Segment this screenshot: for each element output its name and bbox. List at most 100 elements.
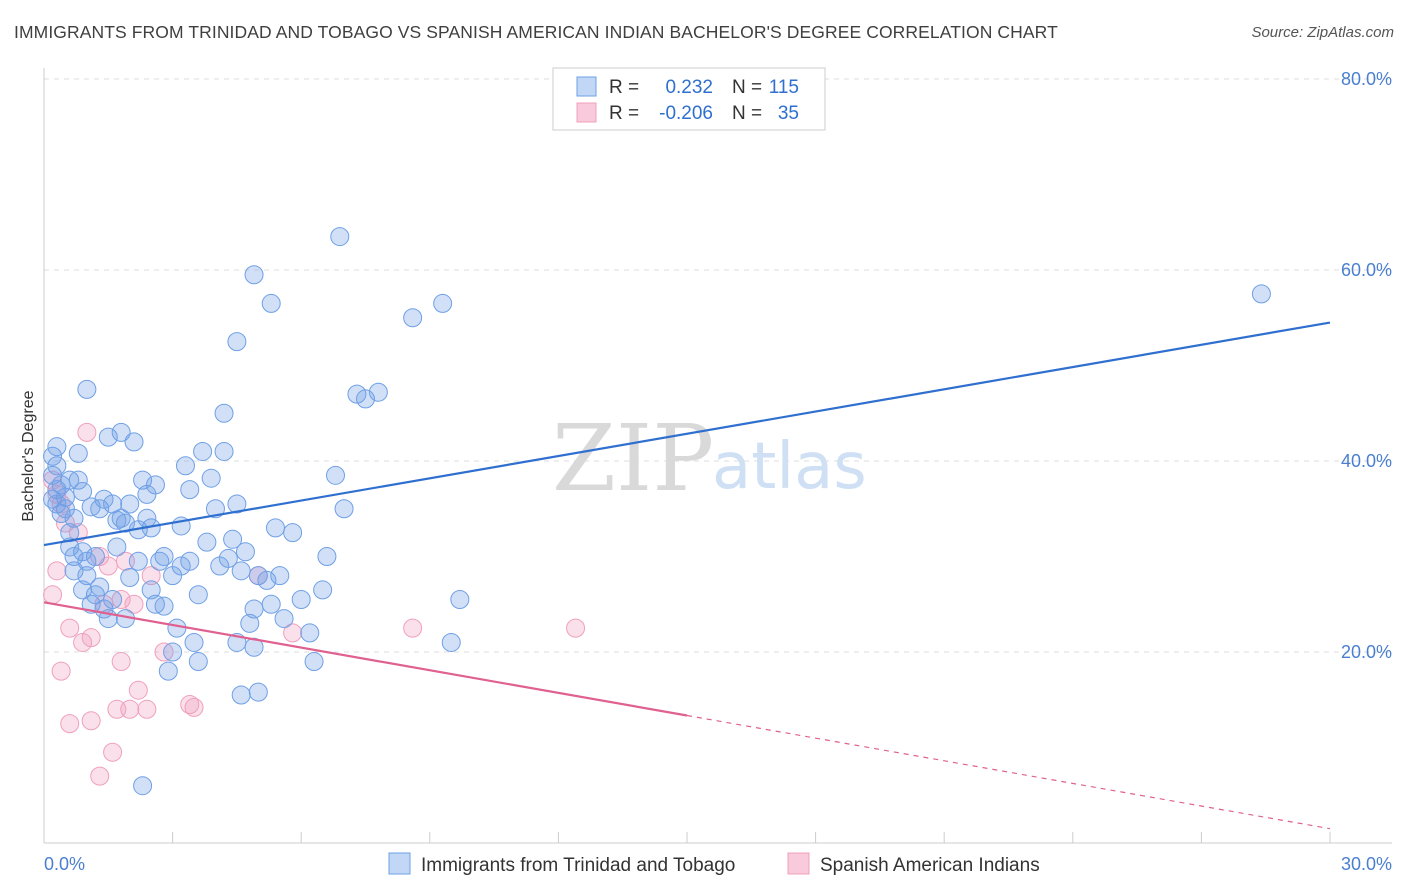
pink-data-point [403, 618, 423, 638]
blue-data-point [180, 480, 200, 500]
blue-data-point [231, 561, 251, 581]
y-tick-label-40: 40.0% [1341, 451, 1392, 471]
pink-data-point [73, 632, 93, 652]
blue-data-point [313, 580, 333, 600]
blue-data-point [111, 422, 131, 442]
legend-n-value-1: 115 [769, 77, 799, 98]
pink-data-point [566, 618, 586, 638]
blue-data-point [223, 529, 243, 549]
pink-data-point [47, 561, 67, 581]
blue-data-point [248, 682, 268, 702]
pink-data-point [81, 628, 101, 648]
blue-data-point [450, 589, 470, 609]
blue-data-point [231, 685, 251, 705]
pink-data-point [77, 422, 97, 442]
blue-data-point [227, 332, 247, 352]
blue-data-point [205, 499, 225, 519]
legend-r-value-2: -0.206 [659, 103, 713, 124]
pink-data-point [81, 711, 101, 731]
blue-data-point [214, 403, 234, 423]
blue-data-point [137, 508, 157, 528]
legend-r-label-2: R = [609, 103, 639, 124]
legend-r-label-1: R = [609, 77, 639, 98]
legend-r-value-1: 0.232 [665, 77, 713, 98]
blue-data-point [107, 537, 127, 557]
trend-line-blue [43, 321, 1331, 547]
series-trinidad-tobago-points [43, 227, 1271, 796]
blue-data-point [120, 568, 140, 588]
blue-data-point [261, 594, 281, 614]
blue-data-point [261, 293, 281, 313]
blue-data-point [43, 446, 63, 466]
source-credit: Source: ZipAtlas.com [1251, 24, 1394, 41]
blue-data-point [240, 613, 260, 633]
blue-data-point [201, 468, 221, 488]
pink-data-point [111, 652, 131, 672]
blue-data-point [81, 497, 101, 517]
bottom-legend-label-1: Immigrants from Trinidad and Tobago [421, 855, 735, 876]
blue-data-point [107, 510, 127, 530]
y-tick-label-60: 60.0% [1341, 260, 1392, 280]
pink-data-point [90, 766, 110, 786]
legend-swatch-blue [576, 76, 597, 97]
blue-data-point [248, 566, 268, 586]
pink-data-point [60, 714, 80, 734]
blue-data-point [317, 547, 337, 566]
blue-data-point [330, 227, 350, 247]
y-axis-title: Bachelor's Degree [20, 390, 37, 521]
series-spanish-american-indians-points [43, 422, 586, 786]
pink-data-point [141, 566, 161, 586]
grid-lines [44, 78, 1392, 653]
blue-data-point [103, 589, 123, 609]
blue-data-point [325, 465, 345, 485]
blue-data-point [163, 642, 183, 662]
blue-data-point [64, 561, 84, 581]
blue-data-point [141, 580, 161, 600]
blue-data-point [368, 382, 388, 402]
blue-data-point [347, 384, 367, 404]
trend-lines [43, 321, 1331, 830]
blue-data-point [64, 508, 84, 528]
blue-data-point [175, 456, 195, 476]
blue-data-point [77, 566, 97, 586]
blue-data-point [120, 494, 140, 514]
legend-box [552, 67, 826, 131]
blue-data-point [85, 547, 105, 566]
blue-data-point [64, 547, 84, 566]
trend-line-pink-extension [686, 714, 1331, 830]
trend-line-pink [43, 601, 688, 717]
pink-data-point [184, 697, 204, 717]
legend-n-label-2: N = [732, 103, 762, 124]
pink-data-point [43, 585, 63, 605]
blue-data-point [227, 494, 247, 514]
pink-data-point [43, 470, 63, 490]
blue-data-point [433, 293, 453, 313]
pink-data-point [120, 699, 140, 719]
legend-n-label-1: N = [732, 77, 762, 98]
blue-data-point [300, 623, 320, 643]
blue-data-point [283, 523, 303, 543]
blue-data-point [145, 475, 165, 495]
blue-data-point [77, 379, 97, 399]
blue-data-point [73, 482, 93, 502]
blue-data-point [128, 551, 148, 571]
pink-data-point [103, 742, 123, 762]
blue-data-point [291, 589, 311, 609]
blue-data-point [73, 542, 93, 562]
blue-data-point [257, 570, 277, 590]
legend-n-value-2: 35 [778, 103, 799, 124]
x-tick-label-max: 30.0% [1341, 854, 1392, 874]
pink-data-point [55, 513, 75, 533]
blue-data-point [133, 470, 153, 490]
bottom-legend-swatch-blue [388, 852, 411, 875]
correlation-legend: R = 0.232 N = 115 R = -0.206 N = 35 [552, 67, 826, 131]
blue-data-point [214, 441, 234, 461]
blue-data-point [188, 585, 208, 605]
blue-data-point [274, 609, 294, 629]
blue-data-point [154, 547, 174, 566]
blue-data-point [188, 652, 208, 672]
blue-data-point [124, 432, 144, 452]
blue-data-point [210, 556, 230, 576]
y-tick-label-20: 20.0% [1341, 642, 1392, 662]
